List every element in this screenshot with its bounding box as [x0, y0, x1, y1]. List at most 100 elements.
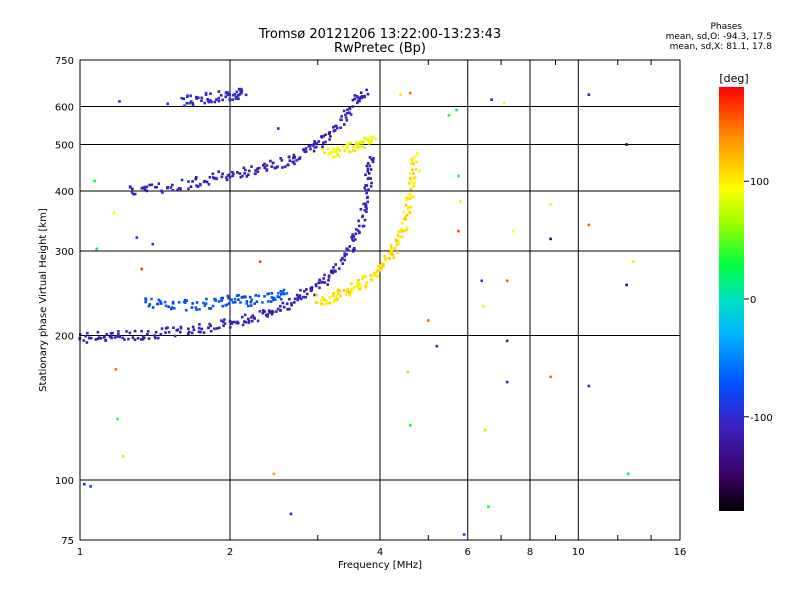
trace-point [157, 336, 160, 340]
trace-point [400, 222, 404, 225]
trace-point [157, 298, 161, 302]
trace-point [190, 306, 194, 309]
trace-point [400, 235, 404, 239]
trace-point [232, 172, 235, 176]
trace-point [224, 304, 227, 307]
trace-point [312, 149, 316, 153]
scatter-point [151, 242, 155, 246]
trace-point [166, 186, 169, 189]
trace-point [390, 251, 394, 255]
trace-point [323, 273, 326, 277]
trace-point [369, 141, 373, 144]
trace-point [237, 293, 240, 297]
trace-point [255, 300, 259, 303]
trace-point [404, 203, 408, 207]
trace-point [85, 341, 89, 344]
trace-point [127, 337, 130, 341]
trace-point [213, 100, 217, 104]
trace-point [410, 159, 414, 163]
trace-point [271, 310, 275, 314]
trace-point [262, 309, 265, 312]
trace-point [332, 269, 335, 272]
trace-point [248, 295, 252, 299]
trace-point [357, 145, 361, 149]
trace-point [408, 197, 412, 200]
trace-point [356, 101, 359, 105]
scatter-point [505, 279, 509, 283]
trace-point [362, 140, 365, 144]
trace-point [313, 293, 316, 297]
trace-point [408, 211, 412, 214]
trace-point [184, 308, 188, 312]
trace-point [387, 252, 391, 255]
trace-point [258, 166, 261, 170]
trace-point [223, 318, 226, 321]
trace-point [403, 229, 407, 232]
trace-point [353, 246, 356, 250]
x-tick-label: 6 [465, 547, 471, 558]
trace-point [217, 96, 220, 100]
trace-point [343, 123, 346, 126]
trace-point [204, 302, 208, 305]
trace-point [410, 195, 414, 198]
trace-point [332, 147, 335, 151]
trace-point [217, 170, 220, 173]
y-tick-label: 300 [55, 247, 74, 258]
trace-point [240, 91, 243, 95]
trace-point [228, 176, 232, 179]
trace-point [314, 283, 318, 286]
trace-point [368, 156, 372, 159]
trace-point [187, 330, 191, 334]
trace-point [237, 298, 240, 301]
trace-point [197, 96, 200, 99]
trace-point [198, 323, 201, 326]
trace-point [279, 309, 282, 312]
trace-point [323, 303, 327, 306]
trace-point [211, 304, 215, 308]
trace-point [303, 290, 306, 293]
trace-point [367, 176, 370, 180]
trace-point [388, 257, 391, 260]
trace-point [200, 96, 204, 100]
trace-point [276, 307, 280, 311]
trace-point [131, 336, 135, 339]
trace-point [336, 148, 339, 151]
trace-point [366, 162, 370, 165]
trace-point [357, 142, 361, 145]
trace-point [204, 93, 208, 96]
trace-point [333, 129, 336, 132]
trace-point [323, 298, 327, 301]
trace-point [235, 95, 238, 99]
scatter-point [116, 417, 119, 421]
trace-point [346, 248, 350, 251]
trace-point [132, 192, 135, 196]
trace-point [209, 329, 213, 333]
trace-point [265, 164, 269, 167]
trace-point [336, 153, 340, 156]
trace-point [205, 180, 209, 184]
trace-point [240, 89, 244, 93]
trace-point [306, 292, 309, 296]
x-tick-label: 16 [674, 547, 687, 558]
trace-point [224, 91, 228, 95]
trace-point [377, 264, 380, 268]
trace-point [390, 246, 393, 249]
trace-point [236, 94, 240, 97]
trace-point [336, 126, 339, 130]
trace-point [359, 91, 363, 94]
trace-point [375, 274, 378, 278]
trace-point [153, 334, 156, 337]
trace-point [150, 183, 154, 187]
trace-point [146, 333, 149, 336]
trace-point [323, 151, 326, 155]
trace-point [347, 142, 351, 145]
trace-point [277, 291, 280, 295]
trace-point [278, 295, 281, 299]
scatter-point [408, 424, 412, 427]
trace-point [296, 298, 299, 302]
trace-point [329, 270, 333, 274]
trace-point [211, 172, 215, 176]
trace-point [185, 102, 189, 105]
trace-point [96, 330, 100, 334]
trace-point [269, 311, 272, 314]
